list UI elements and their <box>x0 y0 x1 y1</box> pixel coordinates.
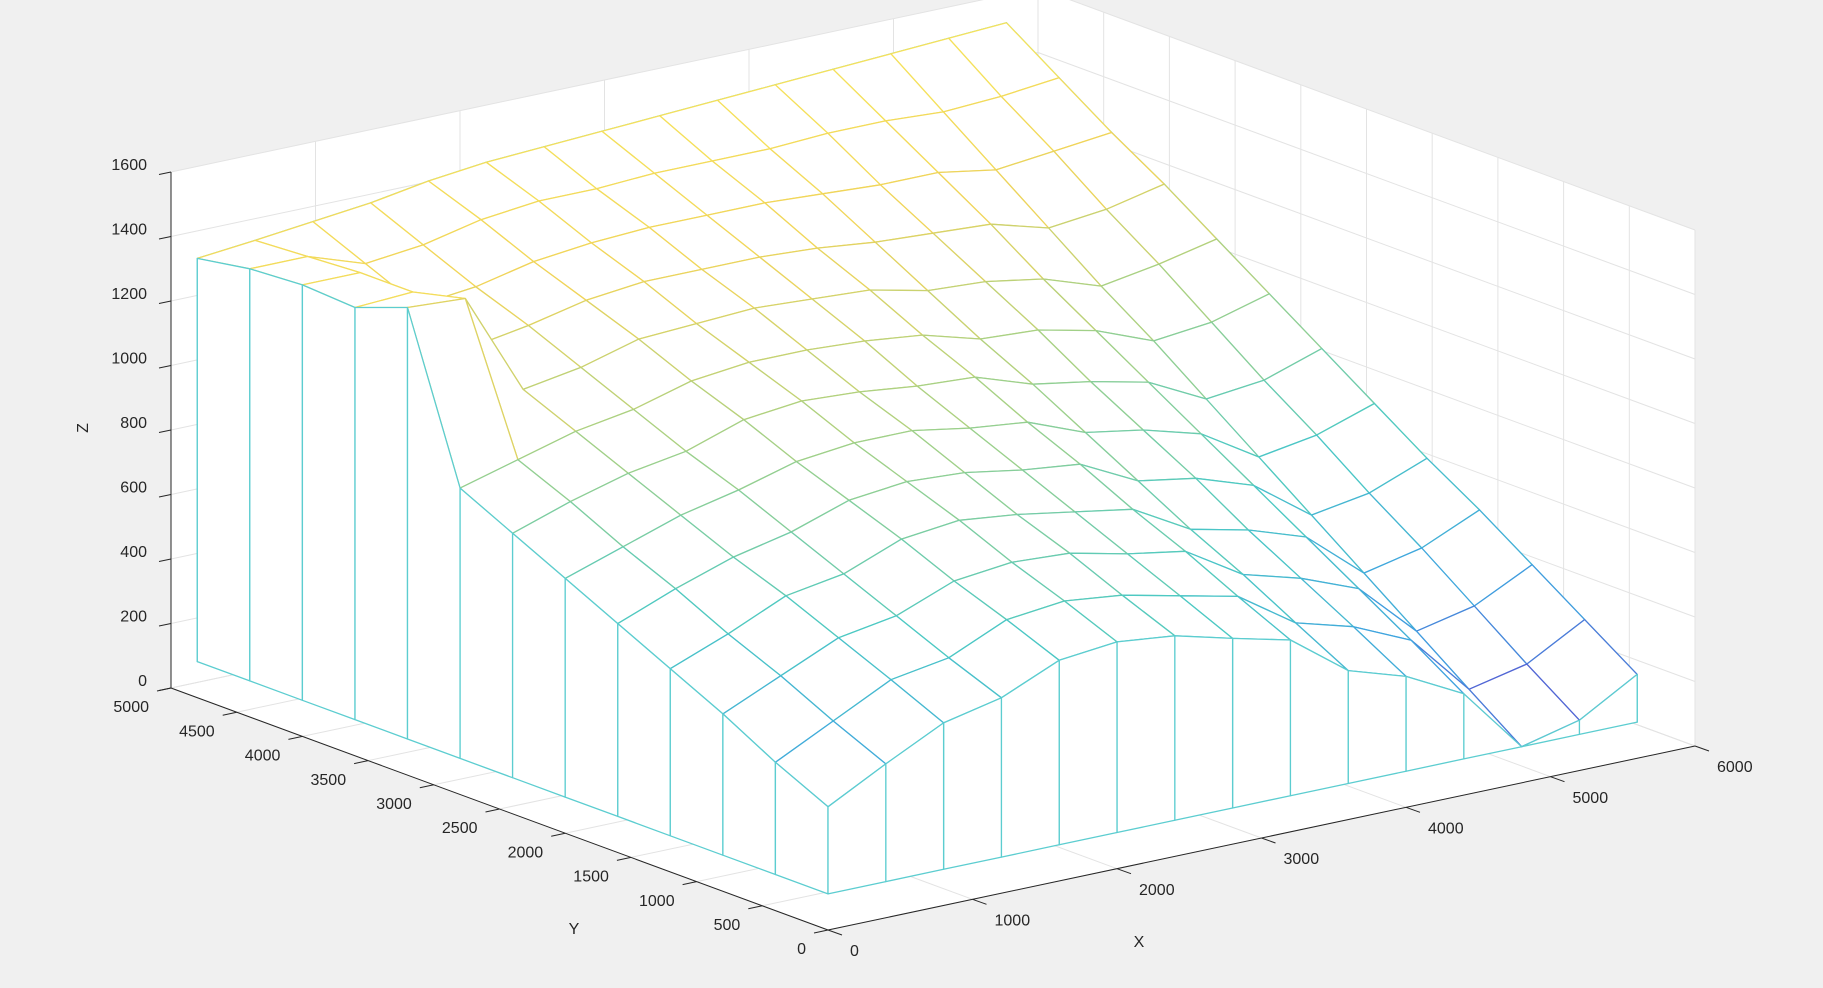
tick-mark <box>353 760 369 765</box>
y-tick-label: 5000 <box>113 699 149 716</box>
x-tick-label: 2000 <box>1139 882 1175 899</box>
y-tick-label: 3500 <box>311 772 347 789</box>
tick-mark <box>158 365 172 369</box>
tick-mark <box>158 300 172 304</box>
mesh-curtain <box>1347 669 1407 785</box>
tick-mark <box>682 881 697 886</box>
mesh-curtain <box>249 268 304 701</box>
y-tick-label: 0 <box>797 941 806 958</box>
mesh-curtain <box>301 284 356 721</box>
tick-mark <box>1694 745 1710 752</box>
grid-line <box>1069 0 1696 231</box>
mesh-curtain <box>942 697 1003 870</box>
z-tick-label: 1600 <box>111 157 147 174</box>
tick-mark <box>551 832 566 837</box>
tick-mark <box>616 856 632 861</box>
tick-mark <box>827 929 843 936</box>
tick-mark <box>156 687 172 692</box>
x-tick-label: 0 <box>850 943 859 960</box>
tick-mark <box>1405 806 1421 813</box>
x-tick-label: 4000 <box>1428 821 1464 838</box>
mesh-curtain <box>1231 637 1292 809</box>
x-tick-label: 6000 <box>1717 759 1753 776</box>
tick-mark <box>1550 776 1565 783</box>
y-tick-label: 2500 <box>442 820 478 837</box>
grid-line <box>1037 52 1696 295</box>
mesh-curtain <box>1520 719 1581 748</box>
mesh-curtain <box>1174 635 1234 821</box>
z-tick-label: 1000 <box>111 351 147 368</box>
tick-mark <box>813 929 829 934</box>
z-tick-label: 600 <box>120 480 147 497</box>
mesh-curtain <box>1116 635 1176 834</box>
y-axis-label: Y <box>569 921 580 938</box>
tick-mark <box>158 623 172 627</box>
z-tick-label: 400 <box>120 544 147 561</box>
z-tick-label: 1400 <box>111 222 147 239</box>
tick-mark <box>158 494 172 498</box>
x-axis-label: X <box>1134 934 1145 951</box>
mesh-curtain <box>827 763 887 895</box>
x-tick-label: 1000 <box>995 913 1031 930</box>
y-tick-label: 3000 <box>376 796 412 813</box>
mesh-curtain <box>1058 641 1118 846</box>
tick-mark <box>972 898 987 905</box>
tick-mark <box>1116 868 1132 875</box>
y-tick-label: 4000 <box>245 748 281 765</box>
tick-mark <box>158 558 172 562</box>
y-tick-label: 1000 <box>639 893 675 910</box>
y-tick-label: 2000 <box>508 844 544 861</box>
mesh <box>196 22 1638 895</box>
mesh-curtain <box>196 257 251 682</box>
x-tick-label: 5000 <box>1573 790 1609 807</box>
tick-mark <box>158 171 172 175</box>
tick-mark <box>158 429 172 433</box>
z-tick-label: 200 <box>120 609 147 626</box>
y-tick-label: 4500 <box>179 723 215 740</box>
y-tick-label: 500 <box>714 917 741 934</box>
grid-line <box>170 0 984 173</box>
tick-mark <box>748 905 763 910</box>
tick-mark <box>222 711 237 716</box>
tick-mark <box>158 236 172 240</box>
tick-mark <box>485 808 500 813</box>
mesh-curtain <box>459 487 514 779</box>
z-axis-label: Z <box>75 423 92 433</box>
grid-line <box>1037 116 1696 360</box>
mesh-curtain <box>354 306 409 740</box>
mesh-curtain <box>511 532 566 798</box>
z-tick-label: 0 <box>138 673 147 690</box>
z-tick-label: 800 <box>120 415 147 432</box>
tick-mark <box>1261 837 1276 844</box>
y-tick-label: 1500 <box>573 869 609 886</box>
x-tick-label: 3000 <box>1284 851 1320 868</box>
tick-mark <box>419 784 434 789</box>
tick-mark <box>288 735 303 740</box>
z-tick-label: 1200 <box>111 286 147 303</box>
mesh-curtain <box>1405 675 1465 772</box>
axes: 0 200 400 600 800 1000 1200 1400 1600 0 500 1000 150… <box>111 157 1752 960</box>
